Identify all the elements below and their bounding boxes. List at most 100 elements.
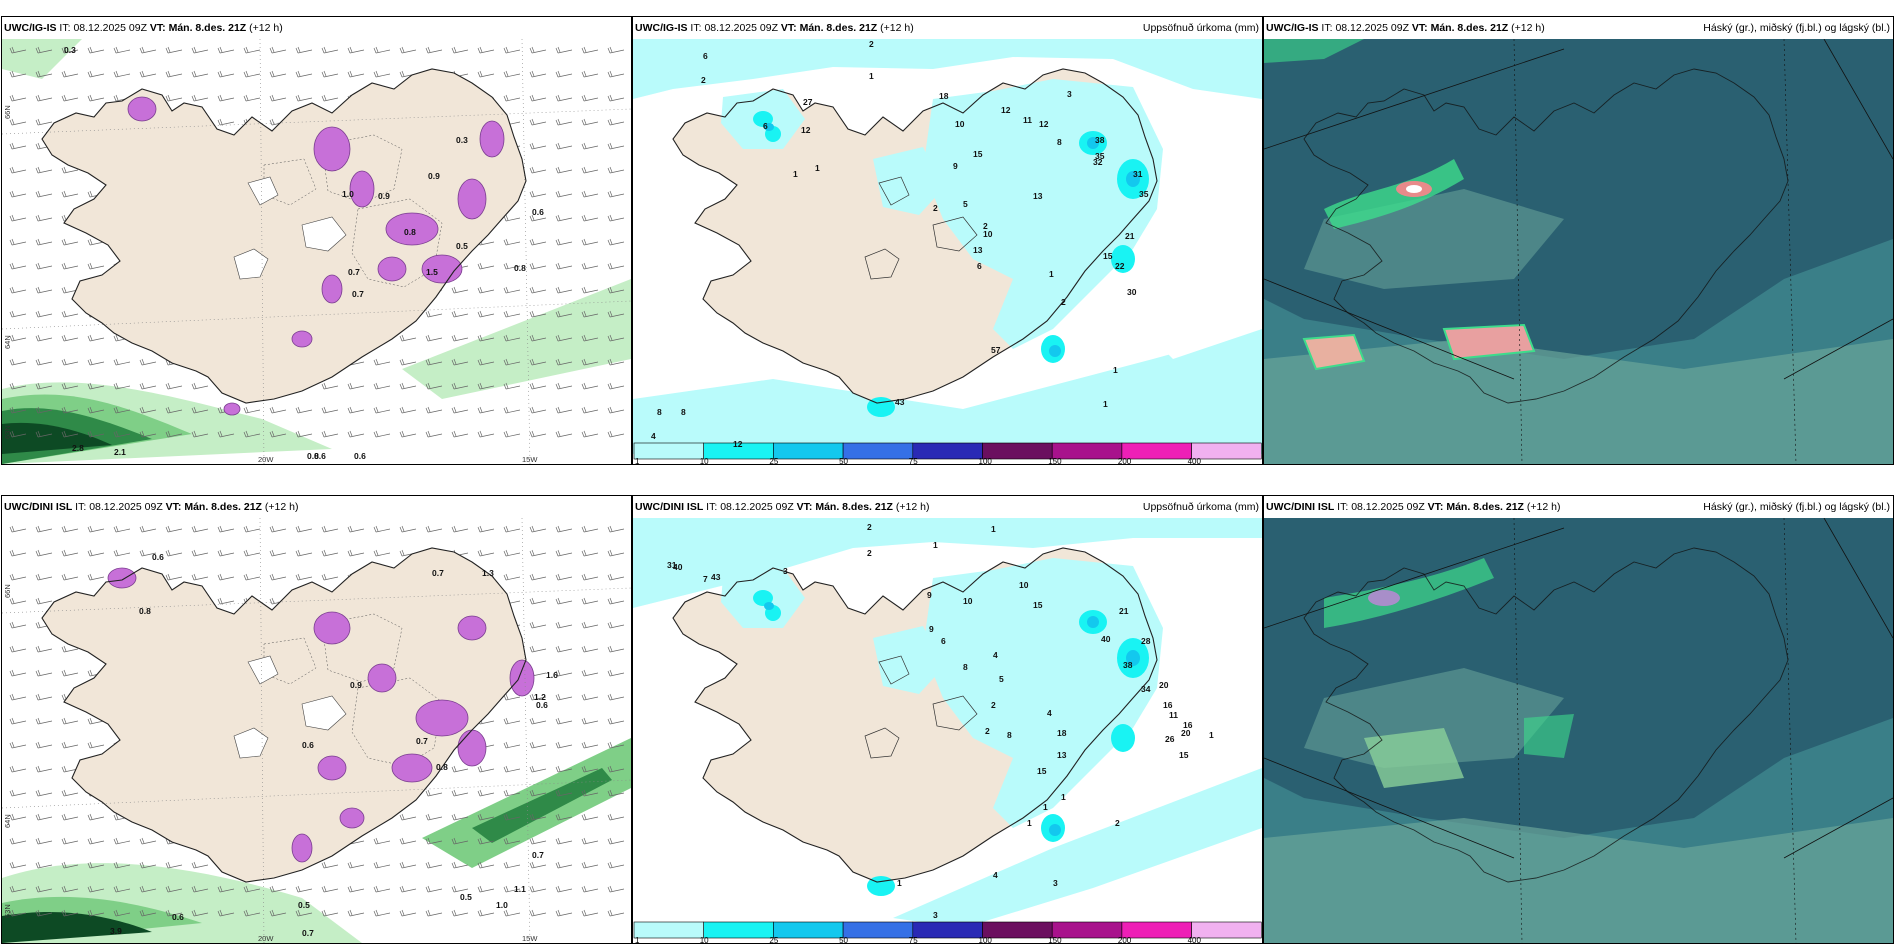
value-label: 2.8 bbox=[72, 443, 84, 453]
value-label: 2 bbox=[933, 203, 938, 213]
cloud-core bbox=[1406, 185, 1422, 193]
issue-prefix: IT: bbox=[1321, 22, 1333, 34]
value-label: 2 bbox=[991, 700, 996, 710]
panel-right-title: Háský (gr.), miðský (fj.bl.) og lágský (… bbox=[1703, 22, 1890, 34]
value-label: 6 bbox=[763, 121, 768, 131]
value-label: 1 bbox=[1027, 818, 1032, 828]
value-label: 1 bbox=[991, 524, 996, 534]
value-label: 0.8 bbox=[436, 762, 448, 772]
snow-hatch bbox=[321, 134, 403, 204]
value-label: 32 bbox=[1093, 157, 1103, 167]
value-label: 0.7 bbox=[416, 736, 428, 746]
colorbar-tick: 50 bbox=[839, 936, 848, 943]
valid-time: Mán. 8.des. 21Z bbox=[184, 501, 262, 513]
value-label: 18 bbox=[1057, 728, 1067, 738]
value-label: 0.7 bbox=[302, 928, 314, 938]
value-label: 10 bbox=[983, 229, 993, 239]
precip-cell bbox=[1049, 824, 1061, 836]
issue-prefix: IT: bbox=[706, 501, 718, 513]
value-label: 2 bbox=[701, 75, 706, 85]
precip-cell bbox=[1126, 171, 1140, 187]
issue-time: 08.12.2025 09Z bbox=[73, 22, 147, 34]
precip-band bbox=[2, 422, 112, 454]
precip-cell bbox=[391, 753, 433, 783]
value-label: 2.1 bbox=[114, 447, 126, 457]
map-body[interactable]: 1 10 25 50 75 100 150 200 400 2 1 2 1 10 15 21 40 28 38 34 2… bbox=[633, 518, 1262, 943]
precip-area bbox=[633, 329, 1262, 454]
precip-cell bbox=[1049, 345, 1061, 357]
mid-cloud bbox=[1264, 339, 1893, 464]
value-label: 0.8 bbox=[514, 263, 526, 273]
colorbar-swatch bbox=[1191, 921, 1262, 939]
colorbar-tick: 200 bbox=[1118, 457, 1132, 464]
map-body[interactable] bbox=[1264, 39, 1893, 464]
value-label: 28 bbox=[1141, 636, 1151, 646]
colorbar-swatch bbox=[912, 442, 983, 460]
precip-area bbox=[873, 626, 943, 694]
low-cloud bbox=[1364, 728, 1464, 788]
map-body[interactable] bbox=[1264, 518, 1893, 943]
value-label: 1 bbox=[869, 71, 874, 81]
value-label: 1.3 bbox=[482, 568, 494, 578]
panel-right-title: Uppsöfnuð úrkoma (mm) bbox=[1142, 22, 1259, 34]
value-label: 35 bbox=[1139, 189, 1149, 199]
coastline bbox=[672, 68, 1158, 404]
low-cloud bbox=[1524, 714, 1574, 758]
value-label: 8 bbox=[963, 662, 968, 672]
precip-cell bbox=[377, 256, 407, 282]
precip-cell bbox=[223, 402, 241, 416]
glacier bbox=[247, 655, 279, 685]
graticule bbox=[1513, 39, 1797, 464]
value-label: 11 bbox=[1023, 115, 1032, 125]
lat-label: 64N bbox=[3, 335, 12, 349]
valid-prefix: VT: bbox=[1427, 501, 1444, 513]
map-body[interactable]: 66N 64N 63N 20W 15W 0.6 3.9 0.7 0.7 0.5 1.0 1.1 0.7 1… bbox=[2, 518, 631, 943]
value-label: 13 bbox=[973, 245, 983, 255]
precip-cell bbox=[764, 123, 774, 131]
precip-cell bbox=[753, 590, 773, 606]
value-label: 4 bbox=[1047, 708, 1052, 718]
coastline bbox=[1303, 68, 1789, 404]
colorbar-swatch bbox=[912, 921, 983, 939]
colorbar-tick: 150 bbox=[1048, 457, 1062, 464]
precip-area bbox=[633, 518, 1262, 608]
value-label: 15 bbox=[1179, 750, 1189, 760]
value-label: 0.6 bbox=[172, 912, 184, 922]
value-label: 13 bbox=[1033, 191, 1043, 201]
lon-label: 20W bbox=[258, 455, 274, 464]
value-label: 1.0 bbox=[342, 189, 354, 199]
glacier bbox=[233, 727, 269, 759]
map-body[interactable]: 66N 64N 63N 20W 15W 0.3 2.8 2.1 0.8 0.6 0.6 0.3 1.0 0… bbox=[2, 39, 631, 464]
sea-gap bbox=[1153, 289, 1262, 359]
precip-cell bbox=[291, 833, 313, 863]
lat-label: 64N bbox=[3, 814, 12, 828]
value-label: 38 bbox=[1095, 135, 1105, 145]
colorbar-swatch bbox=[773, 921, 844, 939]
value-label: 0.7 bbox=[352, 289, 364, 299]
colorbar-tick: 100 bbox=[979, 936, 993, 943]
colorbar-tick: 100 bbox=[979, 457, 993, 464]
glacier-outline bbox=[864, 248, 900, 280]
value-label: 1.5 bbox=[426, 267, 438, 277]
model-name: UWC/IG-IS bbox=[635, 22, 688, 34]
mid-cloud bbox=[1264, 818, 1893, 943]
panel-dini-accumulated: UWC/DINI ISL IT: 08.12.2025 09Z VT: Mán.… bbox=[632, 495, 1263, 944]
glacier-outline bbox=[932, 695, 978, 731]
colorbar-swatch bbox=[982, 442, 1053, 460]
value-label: 40 bbox=[1101, 634, 1111, 644]
precip-cell bbox=[339, 807, 365, 829]
value-label: 1 bbox=[815, 163, 820, 173]
glacier-outline bbox=[932, 216, 978, 252]
colorbar-tick: 75 bbox=[909, 936, 918, 943]
value-label: 30 bbox=[1127, 287, 1137, 297]
precip-cell bbox=[107, 567, 137, 589]
value-label: 10 bbox=[955, 119, 965, 129]
map-body[interactable]: 1 10 25 50 75 100 150 200 400 6 2 2 1 18 12 11 10 12 8 3 38 3… bbox=[633, 39, 1262, 464]
precip-cell bbox=[367, 663, 397, 693]
value-label: 0.7 bbox=[348, 267, 360, 277]
value-label: 1 bbox=[1061, 792, 1066, 802]
value-label: 15 bbox=[1033, 600, 1043, 610]
value-label: 16 bbox=[1183, 720, 1193, 730]
